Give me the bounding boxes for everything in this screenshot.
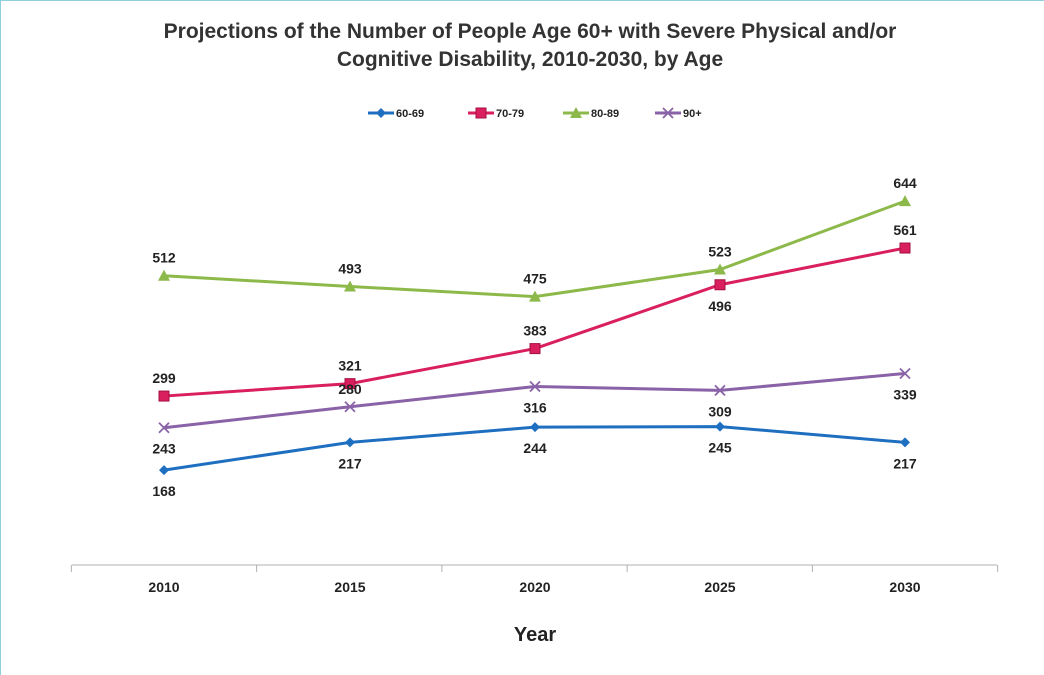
data-label: 244 [523, 440, 547, 456]
data-label: 644 [893, 175, 917, 191]
chart-title-line-1: Projections of the Number of People Age … [163, 20, 897, 43]
data-point-square [158, 390, 170, 402]
data-point-x [662, 107, 674, 119]
data-point-square [475, 107, 487, 119]
data-point-triangle [899, 195, 911, 207]
series-60-69: 168 217 244 245 217 [152, 421, 917, 499]
data-point-square [899, 242, 911, 254]
data-label: 561 [893, 222, 917, 238]
x-tick-label: 2010 [148, 579, 179, 595]
x-tick-label: 2020 [519, 579, 550, 595]
data-point-square [529, 343, 541, 355]
data-label: 496 [708, 298, 732, 314]
data-point-diamond [159, 465, 169, 476]
data-label: 280 [338, 381, 362, 397]
data-label: 217 [893, 455, 917, 471]
data-label: 383 [523, 323, 547, 339]
data-point-x [714, 384, 726, 397]
data-point-diamond [900, 437, 910, 448]
data-label: 475 [523, 271, 547, 287]
data-label: 243 [152, 441, 176, 457]
legend-label: 80-89 [591, 108, 619, 120]
series-80-89: 512 493 475 523 644 [152, 175, 917, 302]
data-label: 299 [152, 370, 176, 386]
data-label: 168 [152, 483, 176, 499]
data-point-diamond [376, 108, 386, 118]
series-70-79: 299 321 383 496 561 [152, 222, 917, 402]
x-tick-label: 2015 [334, 579, 365, 595]
data-point-diamond [345, 437, 355, 448]
data-label: 339 [893, 386, 917, 402]
data-label: 316 [523, 399, 547, 415]
data-label: 321 [338, 358, 362, 374]
data-point-square [344, 378, 356, 390]
data-label: 493 [338, 260, 362, 276]
legend-label: 70-79 [496, 108, 524, 120]
data-point-triangle [344, 280, 356, 292]
data-point-x [899, 367, 911, 380]
data-point-square [714, 279, 726, 291]
data-label: 217 [338, 455, 362, 471]
legend-entry-90+: 90+ [655, 107, 702, 120]
data-point-triangle [529, 290, 541, 302]
legend: 60-69 70-79 80-89 90+ [368, 107, 702, 120]
chart-title: Projections of the Number of People Age … [80, 18, 980, 74]
data-point-diamond [530, 422, 540, 433]
x-tick-label: 2030 [889, 579, 920, 595]
x-tick-label: 2025 [704, 579, 735, 595]
legend-label: 90+ [683, 108, 702, 120]
x-axis: 2010 2015 2020 2025 2030 [70, 564, 999, 595]
data-point-x [529, 380, 541, 393]
data-point-triangle [570, 107, 582, 118]
data-label: 523 [708, 244, 732, 260]
data-point-triangle [158, 269, 170, 281]
legend-entry-60-69: 60-69 [368, 108, 424, 120]
data-label: 512 [152, 250, 176, 266]
legend-entry-80-89: 80-89 [563, 107, 619, 120]
x-axis-title: Year [514, 624, 556, 646]
data-label: 245 [708, 440, 732, 456]
data-point-diamond [715, 421, 725, 432]
data-point-triangle [714, 263, 726, 275]
legend-entry-70-79: 70-79 [468, 107, 524, 120]
legend-label: 60-69 [396, 108, 424, 120]
chart-title-line-2: Cognitive Disability, 2010-2030, by Age [336, 48, 724, 71]
series-90+: 243 280 316 309 339 [152, 367, 917, 457]
data-point-x [158, 422, 170, 434]
data-label: 309 [708, 403, 732, 419]
data-point-x [344, 401, 356, 413]
